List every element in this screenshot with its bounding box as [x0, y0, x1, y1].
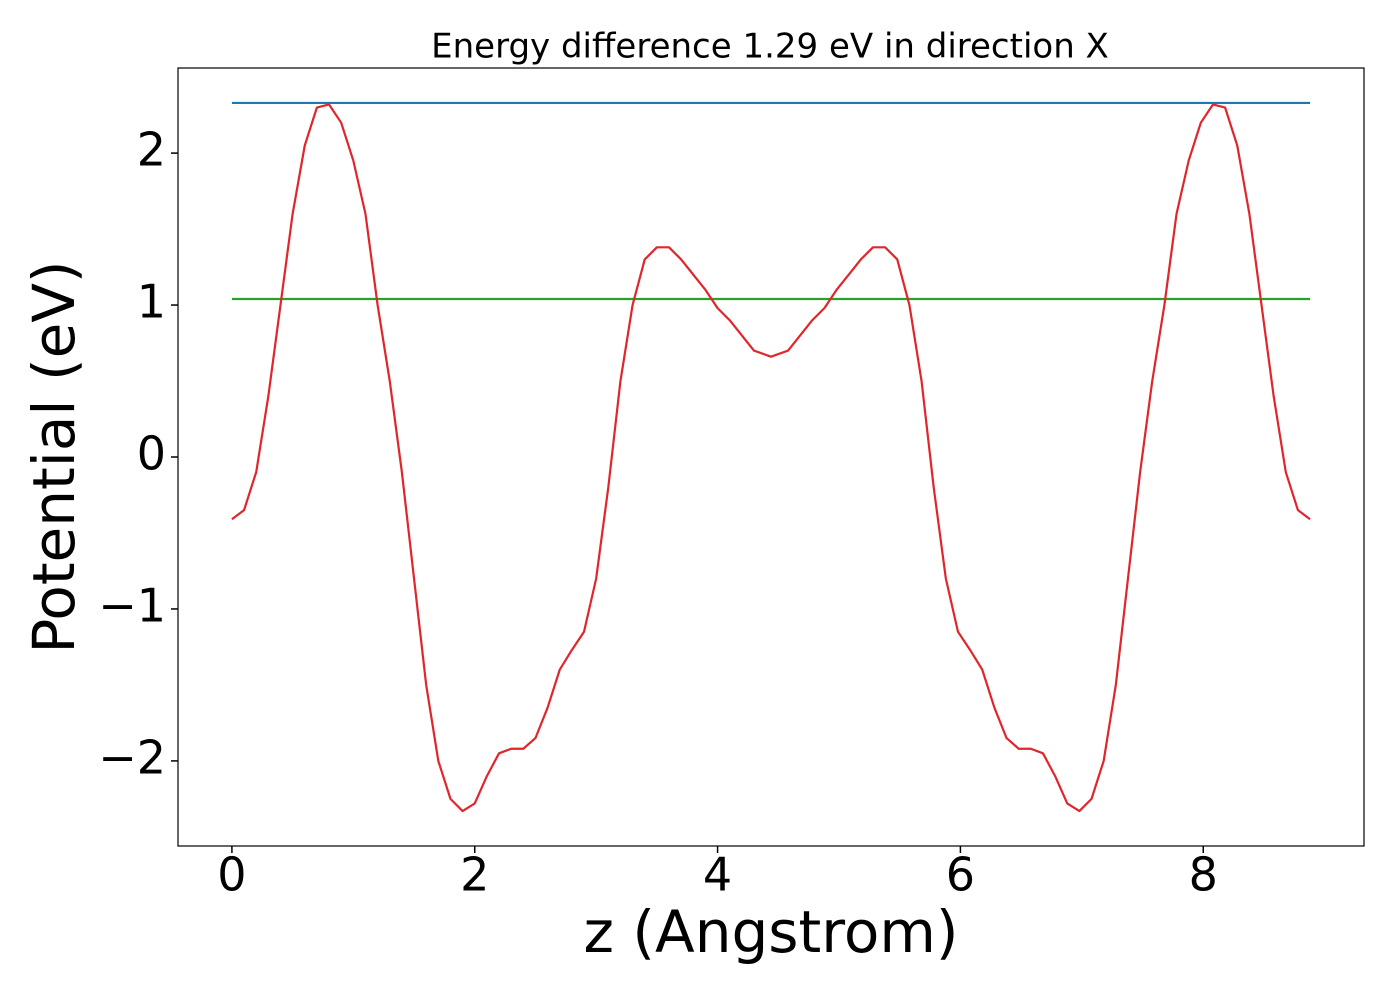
x-tick-label: 4: [703, 848, 732, 902]
y-tick-label: 0: [137, 427, 166, 481]
y-axis-label: Potential (eV): [20, 260, 88, 653]
x-tick-label: 8: [1189, 848, 1218, 902]
chart-title: Energy difference 1.29 eV in direction X: [431, 27, 1109, 67]
x-tick-label: 2: [460, 848, 489, 902]
y-tick-label: 2: [137, 123, 166, 177]
y-tick-label: −1: [98, 578, 166, 632]
y-tick-label: 1: [137, 275, 166, 329]
x-axis-label: z (Angstrom): [584, 898, 959, 966]
plot-frame: [177, 67, 1365, 847]
x-tick-label: 6: [946, 848, 975, 902]
line: [231, 103, 1311, 813]
x-tick-label: 0: [217, 848, 246, 902]
y-tick-label: −2: [98, 730, 166, 784]
